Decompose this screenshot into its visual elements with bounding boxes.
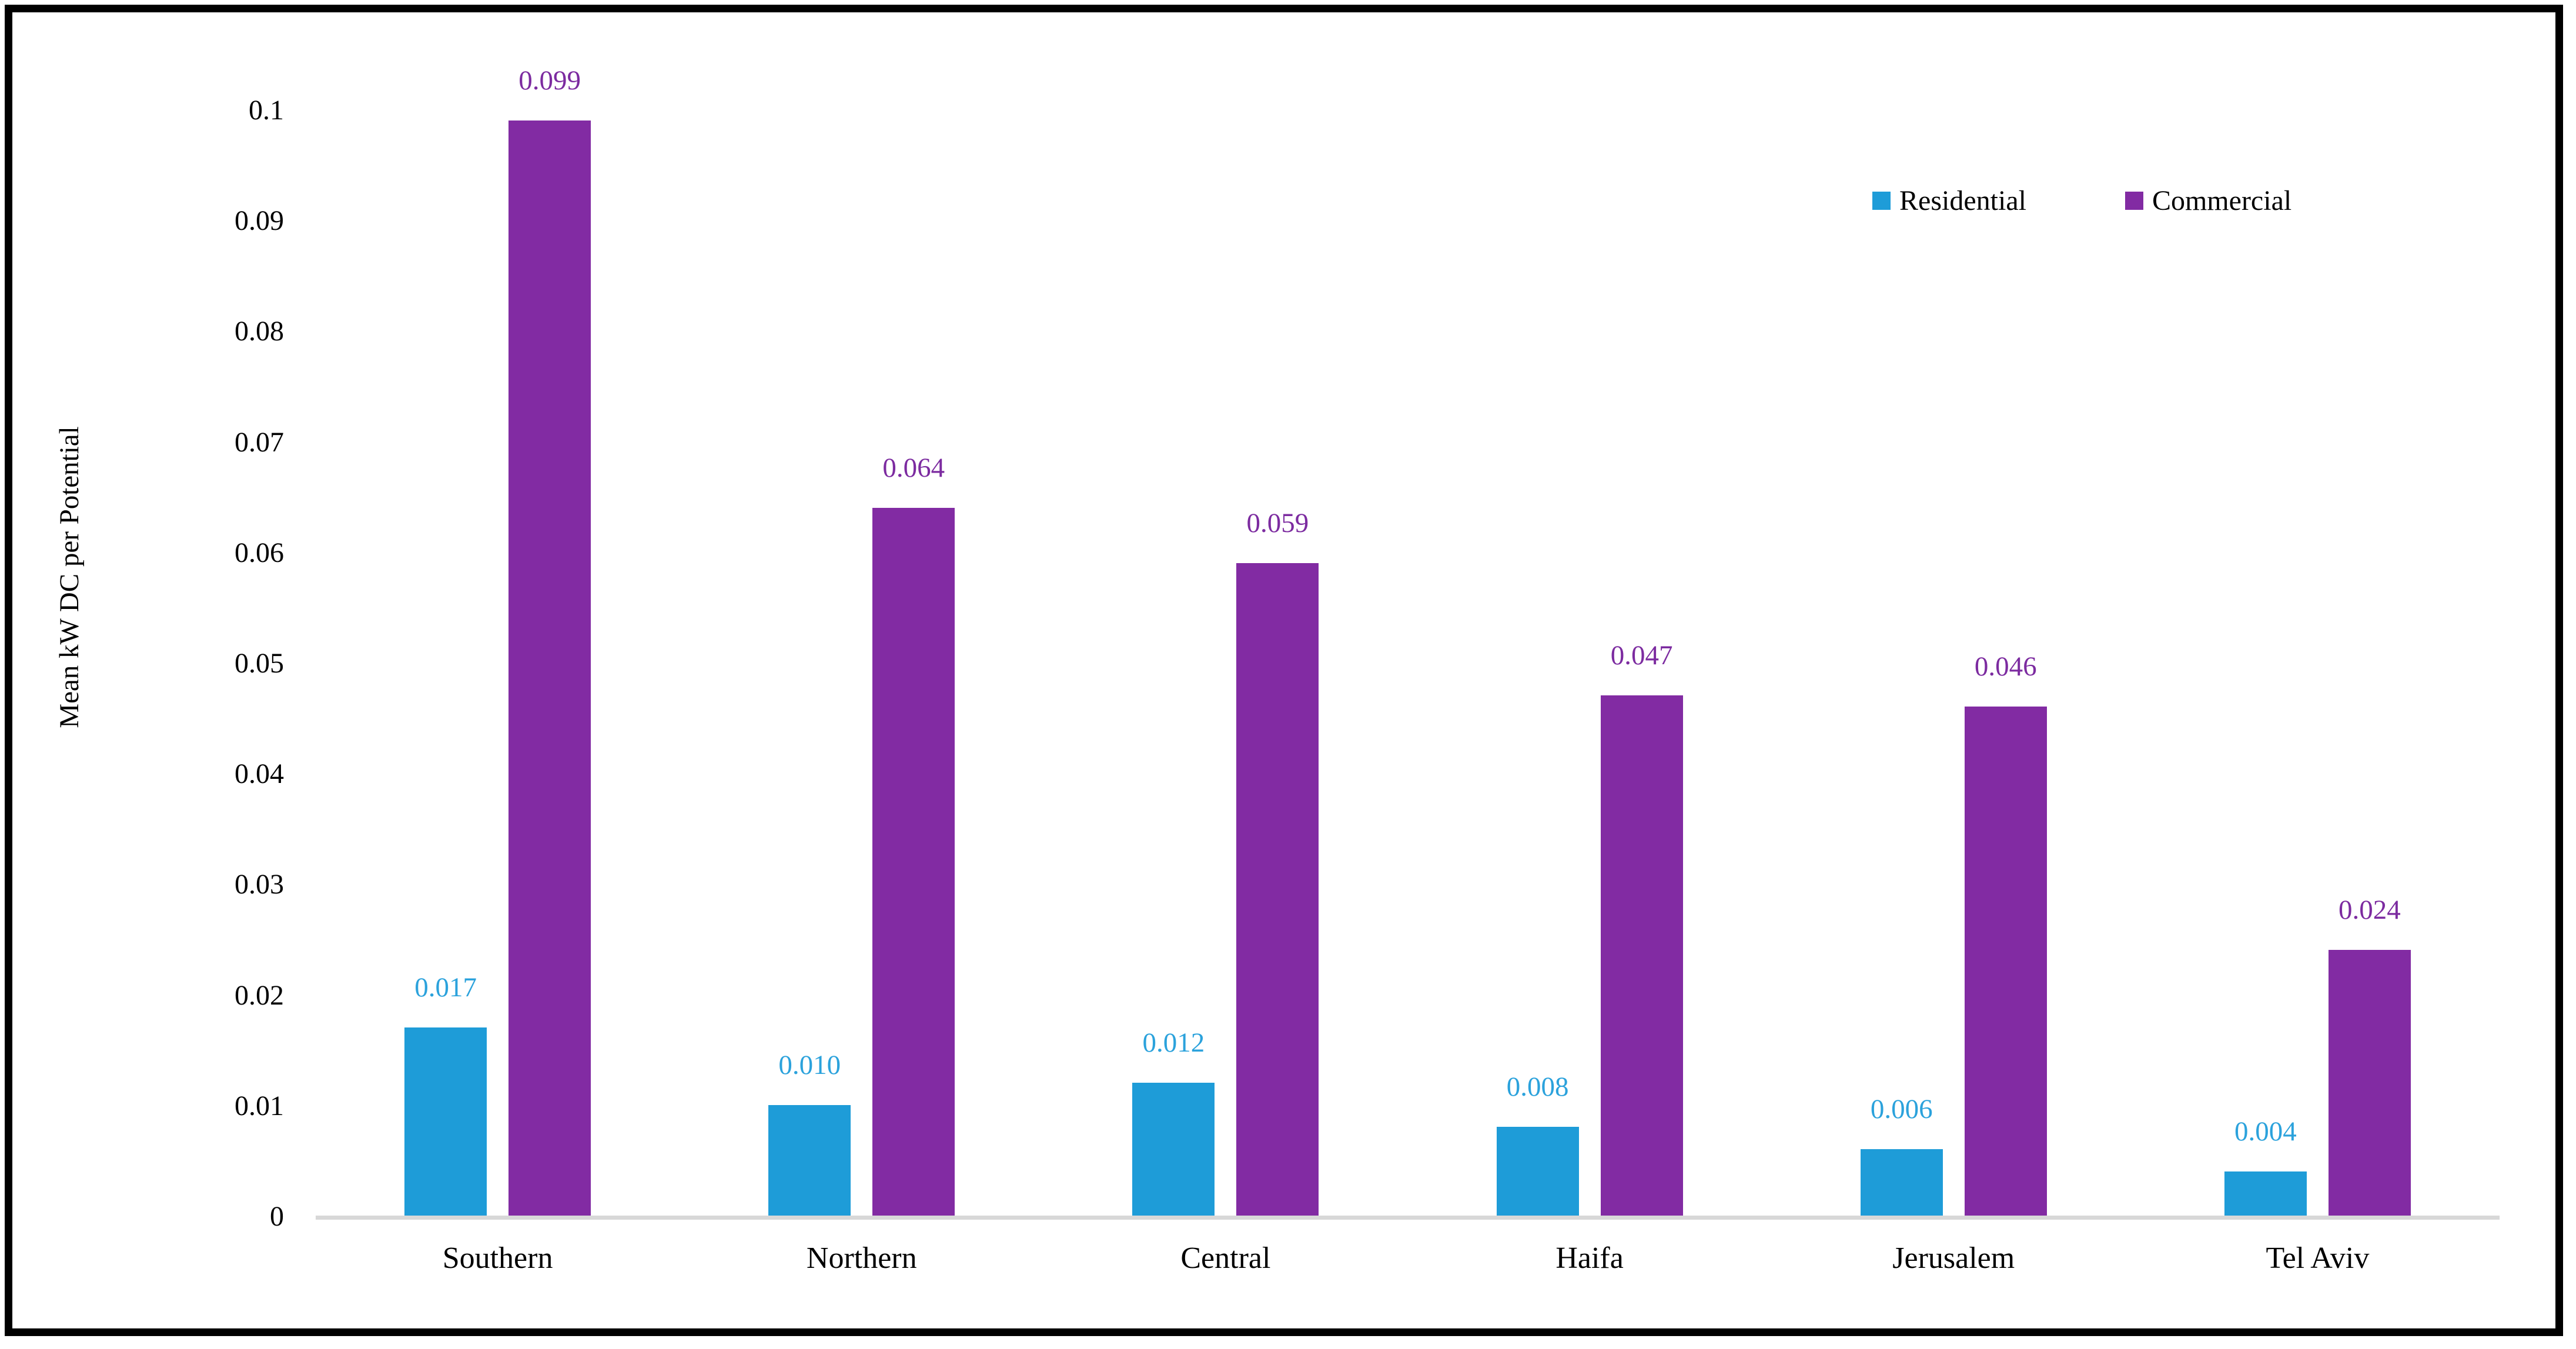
- value-label-commercial-haifa: 0.047: [1610, 640, 1673, 671]
- legend-label-commercial: Commercial: [2152, 185, 2292, 216]
- bar-residential-northern: [768, 1105, 851, 1216]
- value-label-commercial-northern: 0.064: [882, 453, 945, 483]
- legend-swatch-commercial-icon: [2125, 191, 2143, 210]
- value-label-residential-central: 0.012: [1142, 1027, 1205, 1058]
- category-label-southern: Southern: [442, 1241, 553, 1275]
- category-label-jerusalem: Jerusalem: [1892, 1241, 2015, 1275]
- bar-commercial-southern: [508, 120, 591, 1216]
- category-label-central: Central: [1180, 1241, 1271, 1275]
- y-tick-label-0.03: 0.03: [235, 869, 284, 901]
- bar-commercial-northern: [872, 508, 955, 1216]
- y-axis-title: Mean kW DC per Potential: [54, 426, 85, 728]
- value-label-residential-haifa: 0.008: [1506, 1072, 1569, 1102]
- value-label-commercial-central: 0.059: [1246, 508, 1309, 538]
- x-axis-line: [316, 1216, 2500, 1220]
- category-label-haifa: Haifa: [1555, 1241, 1624, 1275]
- bar-residential-jerusalem: [1860, 1149, 1943, 1216]
- value-label-commercial-tel-aviv: 0.024: [2339, 895, 2401, 925]
- bar-residential-tel-aviv: [2224, 1171, 2307, 1216]
- legend-item-commercial: Commercial: [2125, 185, 2291, 217]
- bar-commercial-jerusalem: [1964, 707, 2047, 1216]
- legend-item-residential: Residential: [1872, 185, 2026, 217]
- legend: Residential Commercial: [1872, 182, 2291, 219]
- y-tick-label-0.04: 0.04: [235, 758, 284, 790]
- bar-commercial-central: [1236, 563, 1319, 1216]
- value-label-commercial-jerusalem: 0.046: [1974, 651, 2037, 682]
- y-tick-label-0: 0: [270, 1201, 284, 1232]
- y-tick-label-0.09: 0.09: [235, 205, 284, 237]
- y-tick-label-0.08: 0.08: [235, 316, 284, 347]
- legend-label-residential: Residential: [1899, 185, 2026, 216]
- category-label-northern: Northern: [806, 1241, 917, 1275]
- bar-residential-haifa: [1496, 1127, 1579, 1216]
- bar-commercial-haifa: [1600, 695, 1683, 1216]
- y-tick-label-0.06: 0.06: [235, 537, 284, 568]
- bar-residential-central: [1132, 1083, 1215, 1216]
- y-tick-label-0.01: 0.01: [235, 1090, 284, 1122]
- legend-swatch-residential-icon: [1872, 191, 1891, 210]
- y-tick-label-0.02: 0.02: [235, 979, 284, 1011]
- value-label-residential-tel-aviv: 0.004: [2234, 1116, 2297, 1147]
- y-tick-label-0.05: 0.05: [235, 648, 284, 679]
- value-label-residential-jerusalem: 0.006: [1870, 1094, 1933, 1124]
- value-label-commercial-southern: 0.099: [518, 65, 581, 96]
- value-label-residential-southern: 0.017: [414, 972, 477, 1003]
- y-tick-label-0.07: 0.07: [235, 426, 284, 458]
- bar-residential-southern: [404, 1027, 487, 1216]
- bar-commercial-tel-aviv: [2328, 950, 2411, 1216]
- y-tick-label-0.1: 0.1: [249, 95, 284, 126]
- category-label-tel-aviv: Tel Aviv: [2266, 1241, 2370, 1275]
- value-label-residential-northern: 0.010: [778, 1050, 841, 1080]
